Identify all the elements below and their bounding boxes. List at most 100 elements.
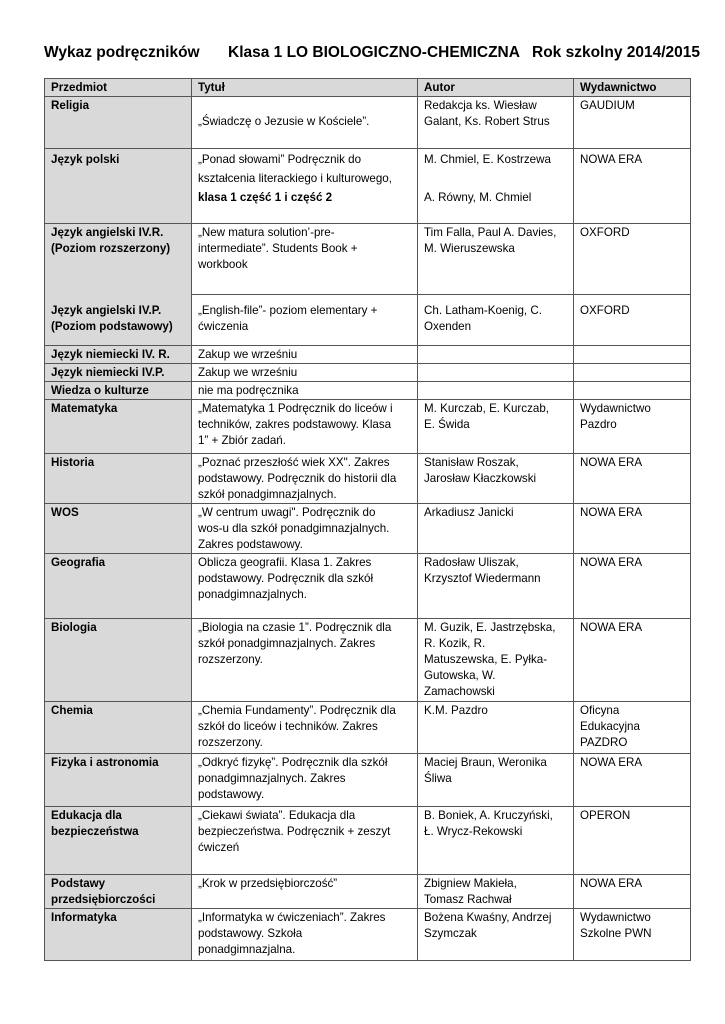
author-line: Jarosław Kłaczkowski bbox=[424, 472, 537, 485]
author-line: M. Wieruszewska bbox=[424, 242, 515, 255]
publisher-line: OPERON bbox=[580, 809, 631, 822]
title-line: Zakup we wrześniu bbox=[198, 348, 298, 361]
subject-line: Chemia bbox=[51, 704, 93, 717]
table-row: Język angielski IV.R. (Poziom rozszerzony… bbox=[44, 223, 691, 295]
publisher-cell: GAUDIUM bbox=[573, 96, 691, 149]
table-row: Wiedza o kulturze nie ma podręcznika bbox=[44, 381, 691, 400]
subject-line: (Poziom podstawowy) bbox=[51, 319, 173, 333]
publisher-line: NOWA ERA bbox=[580, 456, 643, 469]
table-row: Chemia „Chemia Fundamenty”. Podręcznik dl… bbox=[44, 701, 691, 754]
column-header-publisher: Wydawnictwo bbox=[573, 78, 691, 97]
publisher-cell bbox=[573, 363, 691, 382]
title-line: „English-file”- poziom elementary + bbox=[198, 304, 378, 317]
author-line: M. Guzik, E. Jastrzębska, bbox=[424, 621, 556, 634]
author-line bbox=[424, 169, 567, 188]
title-line: rozszerzony. bbox=[198, 653, 263, 666]
subject-cell: Język angielski IV.P. (Poziom podstawowy) bbox=[44, 294, 192, 346]
subject-line: Biologia bbox=[51, 621, 97, 634]
title-cell: Zakup we wrześniu bbox=[191, 363, 418, 382]
title-cell: „New matura solution’-pre-intermediate”.… bbox=[191, 223, 418, 295]
title-line: klasa 1 część 1 i część 2 bbox=[198, 191, 333, 204]
author-cell bbox=[417, 363, 574, 382]
author-cell: M. Guzik, E. Jastrzębska, R. Kozik, R. Mat… bbox=[417, 618, 574, 702]
title-cell: „Matematyka 1 Podręcznik do liceów i tech… bbox=[191, 399, 418, 454]
title-cell: „Informatyka w ćwiczeniach”. Zakres podst… bbox=[191, 908, 418, 961]
title-line: bezpieczeństwa. Podręcznik + zeszyt bbox=[198, 825, 391, 838]
publisher-line: NOWA ERA bbox=[580, 621, 643, 634]
subject-cell: WOS bbox=[44, 503, 192, 554]
title-cell: „Ciekawi świata”. Edukacja dla bezpieczeń… bbox=[191, 806, 418, 875]
author-cell: B. Boniek, A. Kruczyński, Ł. Wrycz-Rekows… bbox=[417, 806, 574, 875]
author-cell: M. Chmiel, E. Kostrzewa A. Równy, M. Chmi… bbox=[417, 148, 574, 224]
author-cell: Tim Falla, Paul A. Davies, M. Wieruszewsk… bbox=[417, 223, 574, 295]
subject-line: Geografia bbox=[51, 556, 106, 569]
author-cell: M. Kurczab, E. Kurczab, E. Świda bbox=[417, 399, 574, 454]
publisher-cell: NOWA ERA bbox=[573, 148, 691, 224]
author-line: Zbigniew Makieła, bbox=[424, 877, 517, 890]
title-line: „Matematyka 1 Podręcznik do liceów i bbox=[198, 402, 393, 415]
author-line: Tim Falla, Paul A. Davies, bbox=[424, 226, 557, 239]
author-line: B. Boniek, A. Kruczyński, bbox=[424, 809, 553, 822]
title-line: „Ciekawi świata”. Edukacja dla bbox=[198, 809, 356, 822]
table-row: Geografia Oblicza geografii. Klasa 1. Zak… bbox=[44, 553, 691, 619]
title-line: Zakup we wrześniu bbox=[198, 366, 298, 379]
publisher-line: NOWA ERA bbox=[580, 153, 643, 166]
title-line: „Biologia na czasie 1”. Podręcznik dla bbox=[198, 621, 392, 634]
title-cell: „Świadczę o Jezusie w Kościele”. bbox=[191, 96, 418, 149]
title-cell: „English-file”- poziom elementary + ćwicz… bbox=[191, 294, 418, 346]
table-row: Religia „Świadczę o Jezusie w Kościele”. R… bbox=[44, 96, 691, 149]
subject-cell: Podstawy przedsiębiorczości bbox=[44, 874, 192, 909]
subject-line: Historia bbox=[51, 456, 95, 469]
publisher-line: Szkolne PWN bbox=[580, 927, 652, 940]
author-cell bbox=[417, 345, 574, 364]
author-cell: Maciej Braun, Weronika Śliwa bbox=[417, 753, 574, 807]
publisher-line: NOWA ERA bbox=[580, 877, 643, 890]
subject-cell: Język angielski IV.R. (Poziom rozszerzony… bbox=[44, 223, 192, 295]
subject-cell: Wiedza o kulturze bbox=[44, 381, 192, 400]
title-line: podstawowy. Podręcznik do historii dla bbox=[198, 472, 397, 485]
title-line: „W centrum uwagi". Podręcznik do bbox=[198, 506, 376, 519]
title-line: ćwiczenia bbox=[198, 320, 249, 333]
author-line: E. Świda bbox=[424, 418, 470, 431]
table-row: Biologia „Biologia na czasie 1”. Podręczn… bbox=[44, 618, 691, 702]
title-line: szkół do liceów i techników. Zakres bbox=[198, 720, 378, 733]
title-line: rozszerzony. bbox=[198, 736, 263, 749]
title-line: szkół ponadgimnazjalnych. bbox=[198, 488, 337, 501]
author-line: Arkadiusz Janicki bbox=[424, 506, 514, 519]
subject-line: WOS bbox=[51, 506, 79, 519]
subject-line: Informatyka bbox=[51, 911, 117, 924]
publisher-cell bbox=[573, 381, 691, 400]
author-line: Gutowska, W. bbox=[424, 669, 496, 682]
publisher-line: OXFORD bbox=[580, 226, 630, 239]
publisher-line: NOWA ERA bbox=[580, 556, 643, 569]
subject-line: (Poziom rozszerzony) bbox=[51, 242, 171, 255]
subject-line: Język polski bbox=[51, 153, 120, 166]
table-row: WOS „W centrum uwagi". Podręcznik do wos-u… bbox=[44, 503, 691, 554]
title-line: ćwiczeń bbox=[198, 841, 240, 854]
publisher-cell: NOWA ERA bbox=[573, 453, 691, 504]
publisher-cell: Oficyna Edukacyjna PAZDRO bbox=[573, 701, 691, 754]
author-line: A. Równy, M. Chmiel bbox=[424, 191, 532, 204]
publisher-cell: OXFORD bbox=[573, 294, 691, 346]
subject-line: Język angielski IV.R. bbox=[51, 226, 164, 239]
title-line: nie ma podręcznika bbox=[198, 384, 299, 397]
publisher-cell: OXFORD bbox=[573, 223, 691, 295]
publisher-line: OXFORD bbox=[580, 304, 630, 317]
author-line: Redakcja ks. Wiesław bbox=[424, 99, 537, 112]
publisher-cell: Wydawnictwo Pazdro bbox=[573, 399, 691, 454]
author-cell: Bożena Kwaśny, Andrzej Szymczak bbox=[417, 908, 574, 961]
title-line: „New matura solution’-pre- bbox=[198, 226, 335, 239]
publisher-line: Wydawnictwo bbox=[580, 402, 651, 415]
author-line: Ł. Wrycz-Rekowski bbox=[424, 825, 523, 838]
title-cell: Zakup we wrześniu bbox=[191, 345, 418, 364]
title-cell: nie ma podręcznika bbox=[191, 381, 418, 400]
title-line: „Chemia Fundamenty”. Podręcznik dla bbox=[198, 704, 396, 717]
title-line: kształcenia literackiego i kulturowego, bbox=[198, 172, 392, 185]
title-line: ponadgimnazjalnych. Zakres bbox=[198, 772, 346, 785]
author-line: Maciej Braun, Weronika bbox=[424, 756, 547, 769]
publisher-line: Pazdro bbox=[580, 418, 617, 431]
title-line: „Informatyka w ćwiczeniach”. Zakres bbox=[198, 911, 386, 924]
title-cell: „Poznać przeszłość wiek XX". Zakres podst… bbox=[191, 453, 418, 504]
table-row: Język angielski IV.P. (Poziom podstawowy)… bbox=[44, 294, 691, 346]
title-cell: „W centrum uwagi". Podręcznik do wos-u dl… bbox=[191, 503, 418, 554]
